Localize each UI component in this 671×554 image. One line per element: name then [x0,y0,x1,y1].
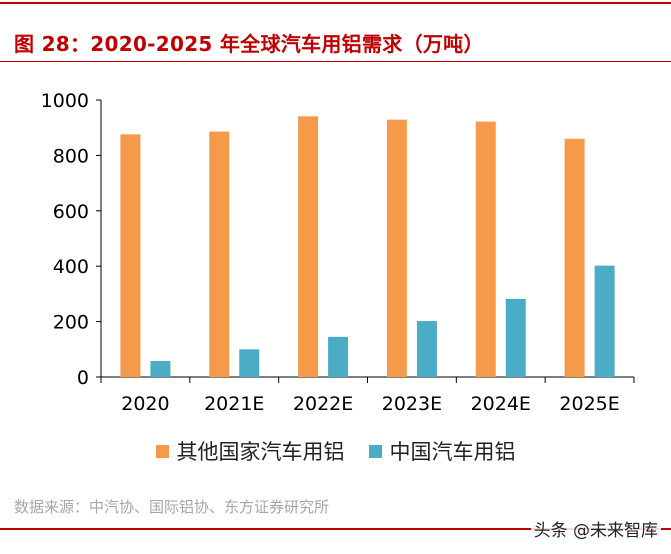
bar-other-2020 [120,134,141,377]
y-tick-label-4: 800 [53,145,89,167]
bar-china-2024E [505,298,526,377]
y-tick-label-5: 1000 [41,90,89,112]
x-tick-label-1: 2021E [204,393,264,415]
watermark: 头条 @未来智库 [530,516,661,541]
legend: 其他国家汽车用铝 中国汽车用铝 [0,436,671,466]
x-tick-label-2: 2022E [293,393,353,415]
bar-china-2025E [594,265,615,377]
bar-china-2021E [239,349,260,377]
y-tick-label-1: 200 [53,312,89,334]
bar-chart: 0 200 400 600 800 1000 2020 2021E 2022E 2023E 2024… [41,90,635,415]
source-note: 数据来源：中汽协、国际铝协、东方证券研究所 [14,498,330,516]
bar-other-2024E [475,121,496,377]
x-tick-label-4: 2024E [471,393,531,415]
y-tick-label-0: 0 [77,367,89,389]
bar-other-2023E [386,119,407,378]
legend-swatch-other [155,444,169,458]
x-tick-label-5: 2025E [559,393,619,415]
bottom-rule [0,528,671,530]
legend-item-china: 中国汽车用铝 [368,436,516,466]
legend-item-other: 其他国家汽车用铝 [155,436,345,466]
legend-label-china: 中国汽车用铝 [389,440,516,464]
legend-label-other: 其他国家汽车用铝 [176,440,345,464]
title-rule [0,61,671,62]
chart-title: 图 28：2020-2025 年全球汽车用铝需求（万吨） [14,32,484,56]
bar-other-2021E [209,131,230,377]
x-tick-label-0: 2020 [121,393,169,415]
bar-china-2020 [150,360,171,377]
y-tick-label-2: 400 [53,256,89,278]
x-tick-label-3: 2023E [382,393,442,415]
bar-other-2022E [298,116,319,377]
y-tick-label-3: 600 [53,201,89,223]
legend-swatch-china [368,444,382,458]
top-rule [0,2,671,4]
bar-china-2022E [328,336,349,377]
bar-china-2023E [416,321,437,377]
bar-other-2025E [564,138,585,377]
